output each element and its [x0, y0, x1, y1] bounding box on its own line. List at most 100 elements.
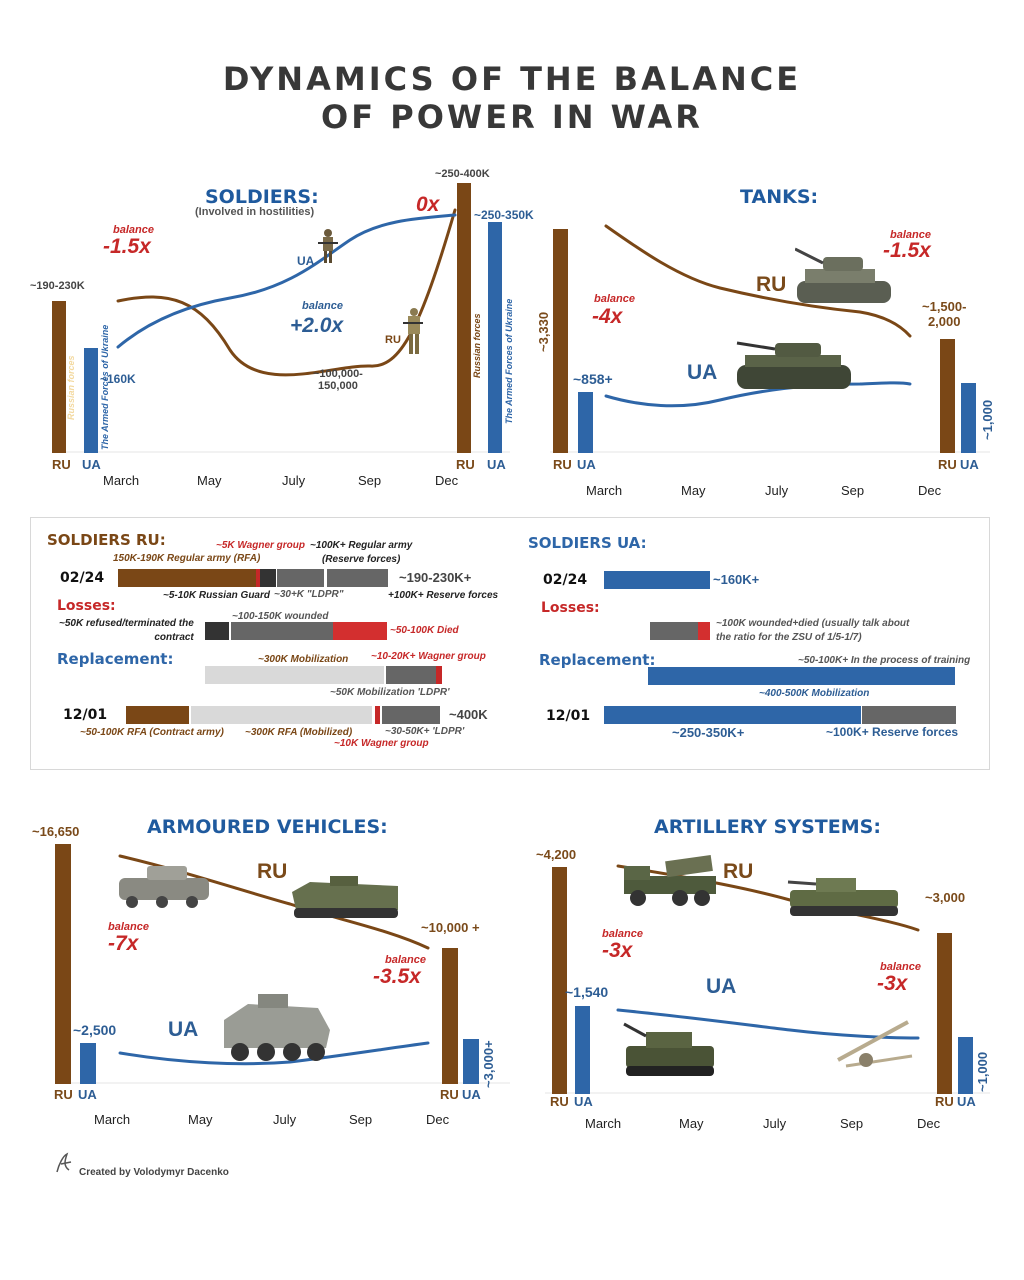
soldiers-ru-end-value: ~250-400K — [435, 168, 490, 180]
armoured-balance1-value: -7x — [108, 932, 139, 955]
soldiers-ru-title: SOLDIERS RU: — [47, 531, 166, 549]
artillery-balance2-value: -3x — [877, 972, 908, 995]
ru-note-rfa: 150K-190K Regular army (RFA) — [113, 553, 261, 564]
ua-pzh-icon — [623, 1022, 714, 1076]
soldiers-ua-line — [116, 213, 457, 349]
ua-total-start: ~160K+ — [713, 572, 760, 587]
ru-seg-refused — [205, 622, 229, 640]
artillery-ua-start-bar — [575, 1006, 590, 1094]
author-signature-icon — [56, 1152, 72, 1173]
tanks-ru-start-bar — [553, 229, 568, 453]
ua-date-end: 12/01 — [546, 708, 591, 724]
armoured-ru-start-bar — [55, 844, 71, 1084]
tanks-ru-end-value: ~1,500- 2,000 — [922, 299, 967, 329]
soldiers-month-dec: Dec — [435, 473, 459, 488]
soldiers-ru-end-bar — [457, 183, 471, 453]
armoured-month-july: July — [273, 1112, 297, 1127]
tanks-month-may: May — [681, 483, 706, 498]
ru-note-rfa-mob: ~300K RFA (Mobilized) — [245, 727, 353, 738]
tanks-balance2-value: -1.5x — [883, 239, 931, 262]
soldiers-balance1-value: -1.5x — [103, 235, 151, 258]
ru-note-reserve: +100K+ Reserve forces — [388, 590, 499, 601]
ua-losses-label: Losses: — [541, 600, 600, 616]
ru-losses-label: Losses: — [57, 598, 116, 614]
artillery-ru-end-value: ~3,000 — [925, 890, 966, 905]
armoured-ua-end-bar — [463, 1039, 479, 1084]
artillery-balance1-word: balance — [602, 928, 643, 940]
ru-seg-ldpr — [277, 569, 324, 587]
ru-seg-mob300 — [205, 666, 384, 684]
ua-note-wounded: ~100K wounded+died (usually talk about t… — [716, 618, 910, 643]
artillery-title: ARTILLERY SYSTEMS: — [654, 816, 881, 838]
soldiers-ua-end-value: ~250-350K — [474, 208, 534, 222]
armoured-ua-start-bar — [80, 1043, 96, 1084]
ua-seg-wounded — [650, 622, 698, 640]
ru-total-start: ~190-230K+ — [399, 570, 472, 585]
ua-note-main: ~250-350K+ — [672, 725, 745, 740]
ru-note-guard: ~5-10K Russian Guard — [163, 590, 270, 601]
armoured-month-sep: Sep — [349, 1112, 373, 1127]
ru-note-ldpr3050: ~30-50K+ 'LDPR' — [385, 726, 465, 737]
armoured-balance2-word: balance — [385, 954, 426, 966]
ua-seg-main — [604, 706, 861, 724]
artillery-month-july: July — [763, 1116, 787, 1131]
ru-note-wounded: ~100-150K wounded — [232, 611, 329, 622]
soldiers-title: SOLDIERS: — [205, 186, 319, 208]
ua-note-mob: ~400-500K Mobilization — [759, 688, 870, 699]
armoured-month-dec: Dec — [426, 1112, 450, 1127]
soldiers-axis-ru: RU — [52, 457, 71, 472]
tanks-ru-start-value: ~3,330 — [536, 311, 551, 352]
artillery-ua-end-value: ~1,000 — [975, 1051, 990, 1092]
tanks-ru-label: RU — [756, 273, 787, 296]
ua-btr-icon — [224, 994, 330, 1061]
tanks-axis-ru-end: RU — [938, 457, 957, 472]
soldiers-month-march: March — [103, 473, 140, 488]
artillery-ru-end-bar — [937, 933, 952, 1094]
soldiers-ua-end-bar — [488, 222, 502, 453]
ua-howitzer-icon — [837, 1020, 913, 1068]
soldiers-ua-line-label: UA — [297, 254, 315, 268]
ru-date-start: 02/24 — [60, 570, 105, 586]
ua-seg-reserve — [862, 706, 956, 724]
ru-seg-rfa-mob — [191, 706, 372, 724]
armoured-axis-ua: UA — [78, 1087, 97, 1102]
ru-note-mobldpr: ~50K Mobilization 'LDPR' — [330, 687, 450, 698]
tanks-ua-start-bar — [578, 392, 593, 453]
ru-seg-guard — [260, 569, 276, 587]
armoured-balance2-value: -3.5x — [373, 965, 421, 988]
ru-date-end: 12/01 — [63, 707, 108, 723]
ru-seg-rfa — [118, 569, 256, 587]
tanks-month-dec: Dec — [918, 483, 942, 498]
artillery-axis-ua: UA — [574, 1094, 593, 1109]
soldiers-balance2-value: +2.0x — [290, 314, 344, 337]
artillery-axis-ru-end: RU — [935, 1094, 954, 1109]
soldiers-month-july: July — [282, 473, 306, 488]
ru-seg-mobldpr — [386, 666, 436, 684]
tanks-axis-ua-end: UA — [960, 457, 979, 472]
tanks-ua-start-value: ~858+ — [573, 371, 613, 387]
armoured-axis-ru: RU — [54, 1087, 73, 1102]
soldiers-subtitle: (Involved in hostilities) — [195, 206, 315, 218]
ru-seg-ldpr3050 — [382, 706, 440, 724]
ru-note-wag10: ~10K Wagner group — [334, 738, 429, 749]
ru-soldier-icon — [403, 308, 423, 354]
ua-note-reserve: ~100K+ Reserve forces — [826, 725, 959, 739]
ru-mlrs-icon — [624, 855, 716, 906]
armoured-month-may: May — [188, 1112, 213, 1127]
armoured-title: ARMOURED VEHICLES: — [147, 816, 388, 838]
ua-tank-icon — [736, 341, 851, 389]
ru-note-wag1020: ~10-20K+ Wagner group — [371, 651, 486, 662]
tanks-title: TANKS: — [740, 186, 819, 208]
soldiers-axis-ua: UA — [82, 457, 101, 472]
ru-note-mob300: ~300K Mobilization — [258, 654, 349, 665]
soldiers-ru-start-bar — [52, 301, 66, 453]
ru-note-died: ~50-100K Died — [390, 625, 459, 636]
tanks-month-march: March — [586, 483, 623, 498]
ru-note-ldpr30: ~30+K "LDPR" — [274, 589, 344, 600]
page-title-line2: OF POWER IN WAR — [321, 98, 703, 136]
tanks-month-sep: Sep — [841, 483, 865, 498]
ru-seg-wag10 — [375, 706, 380, 724]
artillery-ru-start-bar — [552, 867, 567, 1094]
armoured-ua-label: UA — [168, 1018, 199, 1041]
ua-soldier-icon — [318, 229, 338, 263]
